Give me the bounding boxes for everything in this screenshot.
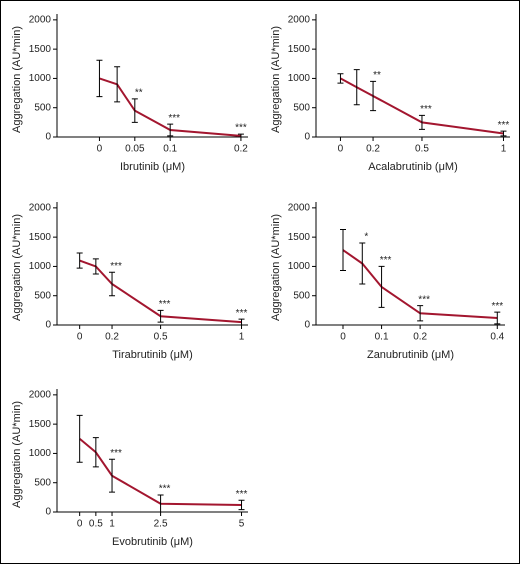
x-axis-label: Acalabrutinib (μM) <box>368 161 457 173</box>
error-bar <box>237 133 244 138</box>
x-tick-label: 5 <box>239 519 245 530</box>
error-bar <box>76 414 83 463</box>
y-tick-label: 1000 <box>29 73 52 84</box>
significance-label: *** <box>380 255 392 266</box>
significance-label: *** <box>236 489 248 500</box>
y-tick-label: 2000 <box>288 202 311 213</box>
x-tick-label: 0.2 <box>105 332 119 343</box>
y-tick-label: 1500 <box>29 44 52 55</box>
error-bar <box>359 242 366 285</box>
error-bar <box>96 59 103 98</box>
error-bar <box>131 98 138 123</box>
x-axis-label: Tirabrutinib (μM) <box>112 349 193 361</box>
error-bar <box>500 130 507 137</box>
error-bar <box>418 114 425 130</box>
significance-label: *** <box>168 113 180 124</box>
x-tick-label: 0.2 <box>366 144 380 155</box>
x-tick-label: 0.1 <box>163 144 177 155</box>
significance-label: *** <box>418 294 430 305</box>
y-tick-label: 0 <box>45 507 51 518</box>
significance-label: ** <box>135 88 143 99</box>
y-tick-label: 1500 <box>29 232 52 243</box>
x-tick-label: 0.4 <box>490 332 504 343</box>
significance-label: *** <box>498 120 510 131</box>
y-axis-label: Aggregation (AU*min) <box>270 26 282 133</box>
x-tick-label: 0.5 <box>89 519 103 530</box>
x-tick-label: 0.1 <box>375 332 389 343</box>
y-tick-label: 500 <box>34 477 51 488</box>
significance-label: *** <box>235 123 247 134</box>
y-tick-label: 0 <box>45 132 51 143</box>
error-bar <box>238 318 245 326</box>
y-tick-label: 2000 <box>29 202 52 213</box>
error-bar <box>238 499 245 511</box>
y-tick-label: 0 <box>304 132 310 143</box>
y-tick-label: 2000 <box>29 389 52 400</box>
error-bar <box>167 123 174 137</box>
significance-label: *** <box>110 448 122 459</box>
y-tick-label: 1000 <box>29 448 52 459</box>
y-tick-label: 500 <box>34 102 51 113</box>
x-tick-label: 0 <box>97 144 103 155</box>
y-axis-label: Aggregation (AU*min) <box>11 214 23 321</box>
y-axis-label: Aggregation (AU*min) <box>270 214 282 321</box>
x-tick-label: 0 <box>340 332 346 343</box>
y-tick-label: 2000 <box>29 14 52 25</box>
x-axis-label: Evobrutinib (μM) <box>112 536 193 548</box>
x-tick-label: 2.5 <box>154 519 168 530</box>
y-tick-label: 2000 <box>288 14 311 25</box>
significance-label: *** <box>159 299 171 310</box>
significance-label: *** <box>491 301 503 312</box>
y-tick-label: 1500 <box>288 232 311 243</box>
significance-label: *** <box>110 261 122 272</box>
error-bar <box>92 258 99 275</box>
x-tick-label: 0.5 <box>154 332 168 343</box>
significance-label: *** <box>159 484 171 495</box>
x-tick-label: 0.2 <box>234 144 248 155</box>
significance-label: *** <box>420 104 432 115</box>
significance-label: ** <box>373 70 381 81</box>
significance-label: *** <box>236 308 248 319</box>
error-bar <box>109 271 116 297</box>
x-tick-label: 1 <box>239 332 245 343</box>
x-tick-label: 0 <box>77 332 83 343</box>
significance-label: * <box>364 232 368 243</box>
y-axis-label: Aggregation (AU*min) <box>11 26 23 133</box>
error-bar <box>370 80 377 112</box>
error-bar <box>340 229 346 272</box>
x-tick-label: 1 <box>501 144 507 155</box>
y-tick-label: 1500 <box>29 419 52 430</box>
y-tick-label: 1500 <box>288 44 311 55</box>
error-bar <box>337 73 344 84</box>
y-tick-label: 500 <box>34 290 51 301</box>
error-bar <box>417 305 424 322</box>
x-axis-label: Ibrutinib (μM) <box>120 161 185 173</box>
error-bar <box>494 311 501 325</box>
x-tick-label: 0 <box>338 144 344 155</box>
y-tick-label: 1000 <box>288 73 311 84</box>
error-bar <box>353 69 360 106</box>
x-tick-label: 0.2 <box>413 332 427 343</box>
y-axis-label: Aggregation (AU*min) <box>11 401 23 508</box>
error-bar <box>378 265 385 308</box>
error-bar <box>157 494 164 513</box>
error-bar <box>92 437 99 468</box>
x-tick-label: 0.5 <box>415 144 429 155</box>
y-tick-label: 500 <box>293 290 310 301</box>
y-tick-label: 0 <box>45 320 51 331</box>
x-tick-label: 0.05 <box>125 144 145 155</box>
error-bar <box>114 66 121 103</box>
y-tick-label: 0 <box>304 320 310 331</box>
x-axis-label: Zanubrutinib (μM) <box>367 349 454 361</box>
error-bar <box>109 458 116 493</box>
x-tick-label: 1 <box>109 519 115 530</box>
y-tick-label: 500 <box>293 102 310 113</box>
y-tick-label: 1000 <box>288 261 311 272</box>
y-tick-label: 1000 <box>29 261 52 272</box>
x-tick-label: 0 <box>77 519 83 530</box>
error-bar <box>157 309 164 323</box>
error-bar <box>76 252 83 269</box>
